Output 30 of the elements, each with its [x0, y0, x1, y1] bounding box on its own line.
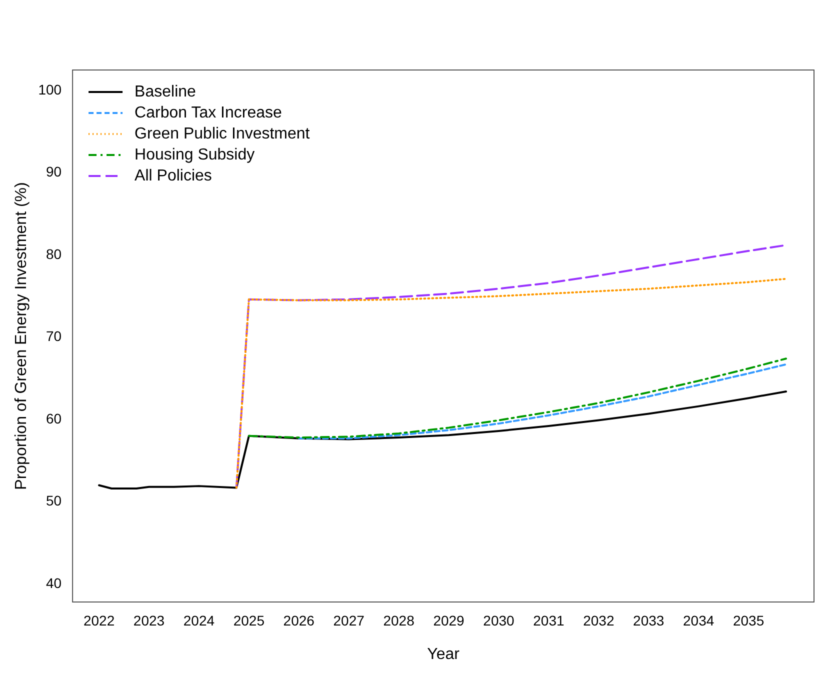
x-tick-label: 2022: [83, 612, 115, 628]
y-axis-title: Proportion of Green Energy Investment (%): [13, 182, 30, 490]
legend-label: All Policies: [134, 167, 212, 184]
y-tick-label: 90: [46, 164, 62, 180]
x-tick-label: 2023: [133, 612, 165, 628]
x-tick-label: 2033: [633, 612, 664, 628]
x-tick-label: 2031: [533, 612, 564, 628]
x-tick-label: 2034: [683, 612, 714, 628]
y-tick-label: 60: [46, 410, 62, 426]
y-tick-label: 100: [38, 81, 62, 98]
legend-label: Housing Subsidy: [134, 146, 255, 164]
x-tick-label: 2025: [233, 612, 265, 628]
x-tick-label: 2035: [732, 612, 764, 628]
y-tick-label: 40: [46, 574, 62, 591]
x-tick-label: 2027: [333, 612, 365, 628]
x-tick-label: 2032: [583, 612, 614, 628]
legend-label: Baseline: [134, 83, 196, 100]
line-series: [298, 363, 788, 440]
x-tick-label: 2028: [383, 612, 415, 628]
x-axis-title: Year: [427, 646, 460, 663]
line-series: [248, 358, 788, 439]
x-tick-label: 2030: [483, 612, 515, 628]
y-tick-label: 50: [46, 492, 62, 509]
y-tick-label: 70: [46, 328, 62, 344]
legend-label: Green Public Investment: [134, 125, 310, 142]
x-tick-label: 2029: [433, 612, 465, 628]
legend-label: Carbon Tax Increase: [134, 104, 282, 122]
x-tick-label: 2026: [283, 612, 315, 628]
x-tick-label: 2024: [183, 612, 215, 628]
y-tick-label: 80: [46, 246, 62, 262]
